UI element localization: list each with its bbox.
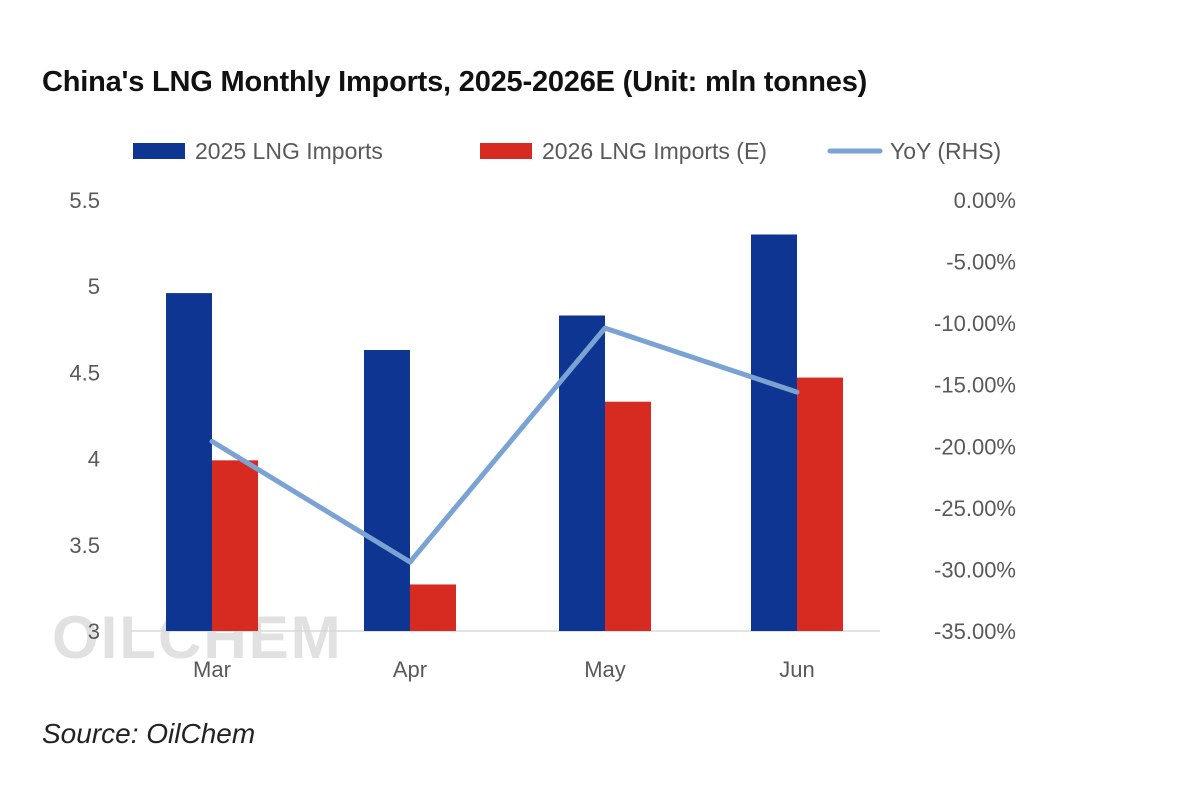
yoy-point-mar	[211, 440, 213, 442]
y-tick-label: 5.5	[69, 188, 100, 213]
bar-2025-may	[559, 315, 605, 631]
y2-tick-label: -5.00%	[946, 250, 1016, 275]
y-tick-label: 5	[88, 274, 100, 299]
bar-2026-mar	[212, 460, 258, 631]
bar-2025-mar	[166, 293, 212, 631]
legend-swatch	[133, 143, 185, 159]
y2-tick-label: -30.00%	[934, 557, 1016, 582]
y-tick-label: 3.5	[69, 533, 100, 558]
y-tick-label: 4.5	[69, 360, 100, 385]
source-note: Source: OilChem	[42, 718, 256, 749]
yoy-point-apr	[409, 561, 411, 563]
y2-tick-label: -25.00%	[934, 496, 1016, 521]
yoy-point-jun	[796, 391, 798, 393]
y2-tick-label: -35.00%	[934, 619, 1016, 644]
chart-title: China's LNG Monthly Imports, 2025-2026E …	[42, 66, 868, 98]
y-tick-label: 4	[88, 447, 100, 472]
yoy-line	[209, 325, 800, 565]
x-tick-label: May	[584, 657, 626, 682]
y-tick-label: 3	[88, 619, 100, 644]
bar-2026-may	[605, 401, 651, 631]
y2-tick-label: -20.00%	[934, 434, 1016, 459]
legend-label: YoY (RHS)	[890, 138, 1001, 164]
yoy-point-may	[604, 327, 606, 329]
legend-item-3: YoY (RHS)	[827, 138, 1001, 164]
legend-item-1: 2025 LNG Imports	[133, 138, 383, 164]
legend-label: 2026 LNG Imports (E)	[542, 138, 767, 164]
y2-tick-label: -10.00%	[934, 311, 1016, 336]
y2-tick-label: -15.00%	[934, 373, 1016, 398]
bar-2026-jun	[797, 377, 843, 631]
legend-swatch	[480, 143, 532, 159]
x-tick-label: Apr	[393, 657, 427, 682]
x-tick-label: Mar	[193, 657, 231, 682]
legend-item-2: 2026 LNG Imports (E)	[480, 138, 767, 164]
legend-label: 2025 LNG Imports	[195, 138, 383, 164]
x-tick-label: Jun	[779, 657, 814, 682]
y2-tick-label: 0.00%	[954, 188, 1016, 213]
bar-2026-apr	[410, 584, 456, 631]
bar-2025-apr	[364, 349, 410, 631]
bar-2025-jun	[751, 234, 797, 632]
